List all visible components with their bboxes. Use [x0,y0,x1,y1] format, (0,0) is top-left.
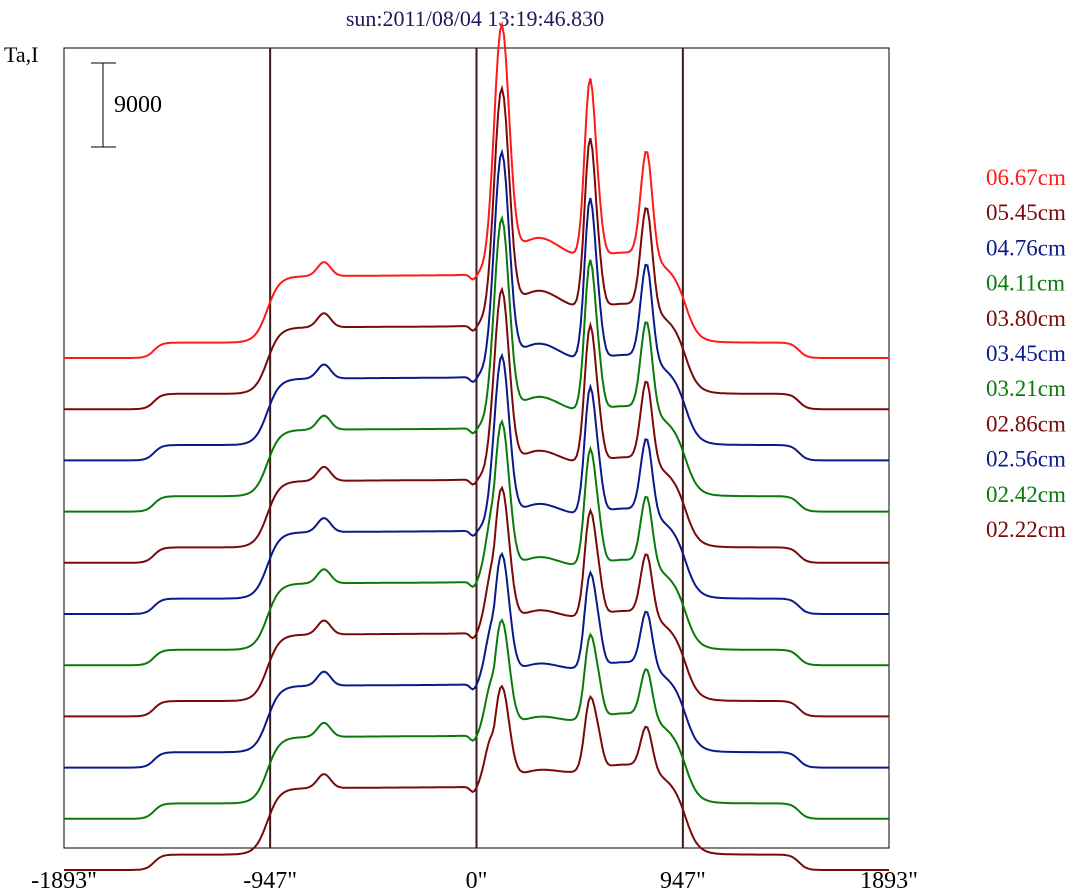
legend-entry: 04.76cm [986,235,1066,260]
legend-entry: 05.45cm [986,200,1066,225]
x-tick-label: 947" [660,868,706,893]
legend: 06.67cm 05.45cm 04.76cm 04.11cm 03.80cm 03.45… [986,165,1066,542]
x-tick-label: 1893" [860,868,918,893]
legend-entry: 02.22cm [986,517,1066,542]
legend-entry: 03.21cm [986,376,1066,401]
x-tick-labels: -1893" -947" 0" 947" 1893" [31,868,918,893]
legend-entry: 03.45cm [986,341,1066,366]
legend-entry: 04.11cm [986,271,1065,296]
y-axis-label: Ta,I [4,42,39,67]
legend-entry: 02.86cm [986,411,1066,436]
chart-title: sun:2011/08/04 13:19:46.830 [346,6,604,31]
series-line-03.80cm [64,286,889,564]
x-tick-label: -1893" [31,868,97,893]
x-tick-label: 0" [466,868,488,893]
vertical-reference-lines [269,48,684,848]
series-line-05.45cm [64,84,889,411]
series-line-02.22cm [64,684,889,871]
scale-bar-label: 9000 [114,92,162,118]
series-line-03.45cm [64,352,889,615]
legend-entry: 03.80cm [986,306,1066,331]
legend-entry: 02.42cm [986,482,1066,507]
series-line-02.42cm [64,618,889,820]
series-line-03.21cm [64,419,889,667]
series-line-02.56cm [64,551,889,769]
series-group [64,20,889,871]
x-tick-label: -947" [243,868,297,893]
series-line-06.67cm [64,20,889,359]
series-line-04.76cm [64,148,889,462]
scale-bar: 9000 [91,62,162,148]
legend-entry: 02.56cm [986,447,1066,472]
series-line-02.86cm [64,485,889,718]
legend-entry: 06.67cm [986,165,1066,190]
series-line-04.11cm [64,214,889,513]
